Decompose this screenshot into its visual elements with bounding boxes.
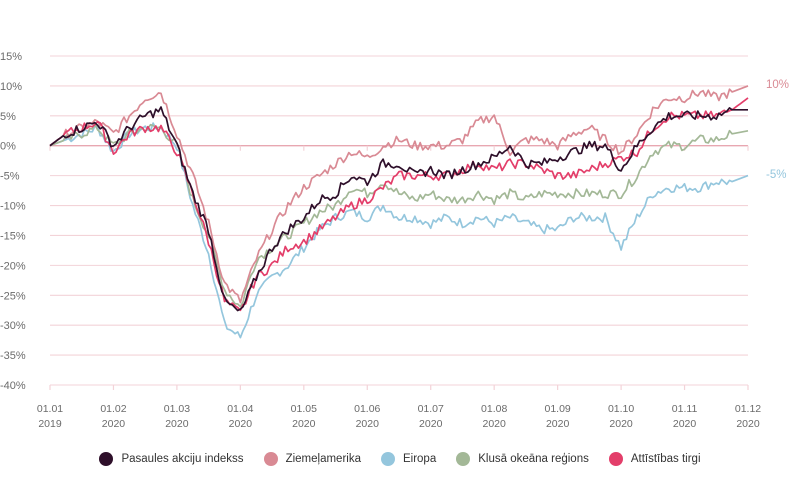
x-tick-label: 01.12 xyxy=(735,403,761,415)
legend-swatch xyxy=(608,452,623,466)
series-line-4 xyxy=(49,97,749,312)
y-tick-label: -25% xyxy=(0,290,26,302)
legend: Pasaules akciju indekss Ziemeļamerika Eiro… xyxy=(0,452,800,466)
legend-item: Pasaules akciju indekss xyxy=(99,452,244,466)
end-annotations: 10% -5% xyxy=(766,79,789,181)
legend-item: Klusā okeāna reģions xyxy=(456,452,589,466)
x-tick-label: 01.06 xyxy=(354,403,380,415)
x-tick-year: 2020 xyxy=(165,418,189,430)
x-tick-label: 01.10 xyxy=(608,403,634,415)
y-tick-label: -5% xyxy=(0,171,20,183)
x-tick-label: 01.08 xyxy=(481,403,507,415)
y-tick-label: -35% xyxy=(0,350,26,362)
series-line-3 xyxy=(49,123,749,308)
series-line-0 xyxy=(49,106,748,312)
y-tick-label: -30% xyxy=(0,320,26,332)
legend-swatch xyxy=(99,452,114,466)
x-tick-year: 2020 xyxy=(292,418,316,430)
x-tick-label: 01.05 xyxy=(291,403,317,415)
x-tick-year: 2019 xyxy=(38,418,62,430)
legend-item: Attīstības tirgi xyxy=(608,452,701,466)
legend-swatch xyxy=(380,452,395,466)
legend-label: Eiropa xyxy=(402,453,437,465)
x-tick-label: 01.07 xyxy=(418,403,444,415)
x-tick-label: 01.03 xyxy=(164,403,190,415)
x-axis-ticks: 01.01 2019 01.02 2020 01.03 2020 01.04 2020 01.0… xyxy=(37,403,761,430)
y-tick-label: 10% xyxy=(0,81,22,93)
end-label: 10% xyxy=(766,79,789,91)
y-tick-label: -15% xyxy=(0,230,26,242)
y-tick-label: 0% xyxy=(0,141,16,153)
y-tick-label: 15% xyxy=(0,51,22,63)
series-lines xyxy=(49,85,749,339)
x-tick-label: 01.09 xyxy=(544,403,570,415)
x-tick-year: 2020 xyxy=(609,418,633,430)
x-tick-label: 01.11 xyxy=(672,403,698,415)
legend-label: Ziemeļamerika xyxy=(285,453,361,465)
x-tick-year: 2020 xyxy=(673,418,697,430)
legend-swatch xyxy=(456,452,471,466)
x-tick-label: 01.02 xyxy=(100,403,126,415)
x-tick-year: 2020 xyxy=(483,418,507,430)
legend-item: Eiropa xyxy=(380,452,437,466)
y-tick-label: 5% xyxy=(0,111,16,123)
end-label: -5% xyxy=(766,169,786,181)
x-tick-year: 2020 xyxy=(736,418,760,430)
y-tick-label: -20% xyxy=(0,260,26,272)
y-axis-ticks: 15% 10% 5% 0% -5% -10% -15% -20% -25% -30% -35% -40… xyxy=(0,51,26,392)
x-tick-year: 2020 xyxy=(419,418,443,430)
legend-label: Pasaules akciju indekss xyxy=(121,453,244,465)
legend-item: Ziemeļamerika xyxy=(263,452,361,466)
series-line-1 xyxy=(49,85,749,304)
legend-label: Attīstības tirgi xyxy=(630,453,701,465)
x-tick-label: 01.01 xyxy=(37,403,63,415)
y-tick-label: -10% xyxy=(0,201,26,213)
grid-lines xyxy=(49,55,749,390)
series-line-2 xyxy=(49,122,749,339)
x-tick-year: 2020 xyxy=(102,418,126,430)
x-tick-year: 2020 xyxy=(356,418,380,430)
legend-swatch xyxy=(263,452,278,466)
y-tick-label: -40% xyxy=(0,380,26,392)
x-tick-label: 01.04 xyxy=(227,403,253,415)
x-tick-year: 2020 xyxy=(546,418,570,430)
x-tick-year: 2020 xyxy=(229,418,253,430)
legend-label: Klusā okeāna reģions xyxy=(478,453,589,465)
